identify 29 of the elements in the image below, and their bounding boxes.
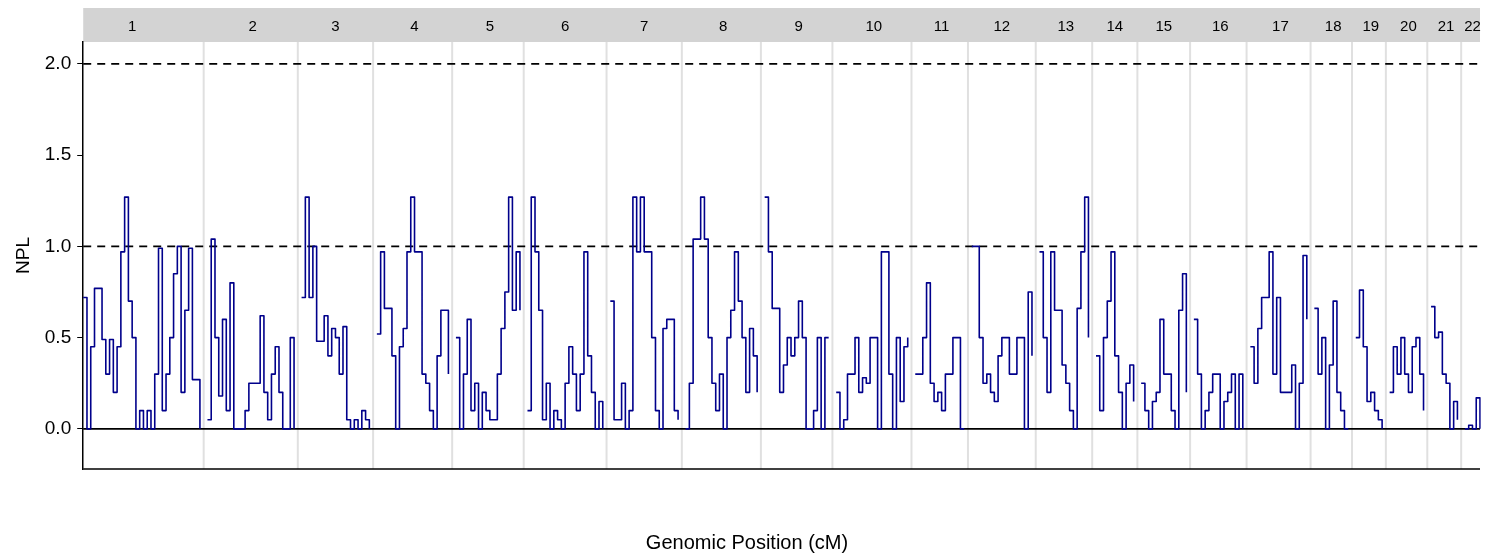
x-axis-title: Genomic Position (cM)	[645, 530, 849, 553]
y-tick-label: 1.5	[44, 143, 72, 165]
x-tick-label: 21	[1437, 17, 1455, 35]
x-tick-label: 5	[485, 17, 494, 35]
y-tick-label: 1.0	[44, 234, 72, 256]
y-tick-label: 0.0	[44, 417, 72, 439]
x-tick-label: 10	[865, 17, 883, 35]
x-tick-label: 16	[1211, 17, 1229, 35]
x-tick-label: 9	[794, 17, 803, 35]
x-tick-label: 17	[1272, 17, 1289, 35]
x-tick-label: 4	[410, 17, 419, 35]
y-tick-label: 2.0	[44, 52, 72, 74]
x-tick-label: 14	[1106, 17, 1124, 35]
x-tick-label: 20	[1400, 17, 1417, 35]
x-tick-label: 22	[1464, 17, 1481, 35]
y-tick-label: 0.5	[44, 325, 72, 347]
x-tick-label: 13	[1057, 17, 1075, 35]
x-tick-label: 3	[331, 17, 340, 35]
x-tick-label: 2	[248, 17, 257, 35]
x-tick-label: 19	[1362, 17, 1380, 35]
y-axis-title: NPL	[11, 237, 33, 274]
x-tick-label: 1	[127, 17, 137, 35]
x-tick-label: 8	[719, 17, 728, 35]
x-tick-label: 11	[933, 17, 950, 35]
x-tick-label: 15	[1155, 17, 1173, 35]
x-tick-label: 18	[1324, 17, 1342, 35]
x-tick-label: 12	[993, 17, 1011, 35]
x-tick-label: 6	[560, 17, 570, 35]
x-tick-label: 7	[640, 17, 649, 35]
